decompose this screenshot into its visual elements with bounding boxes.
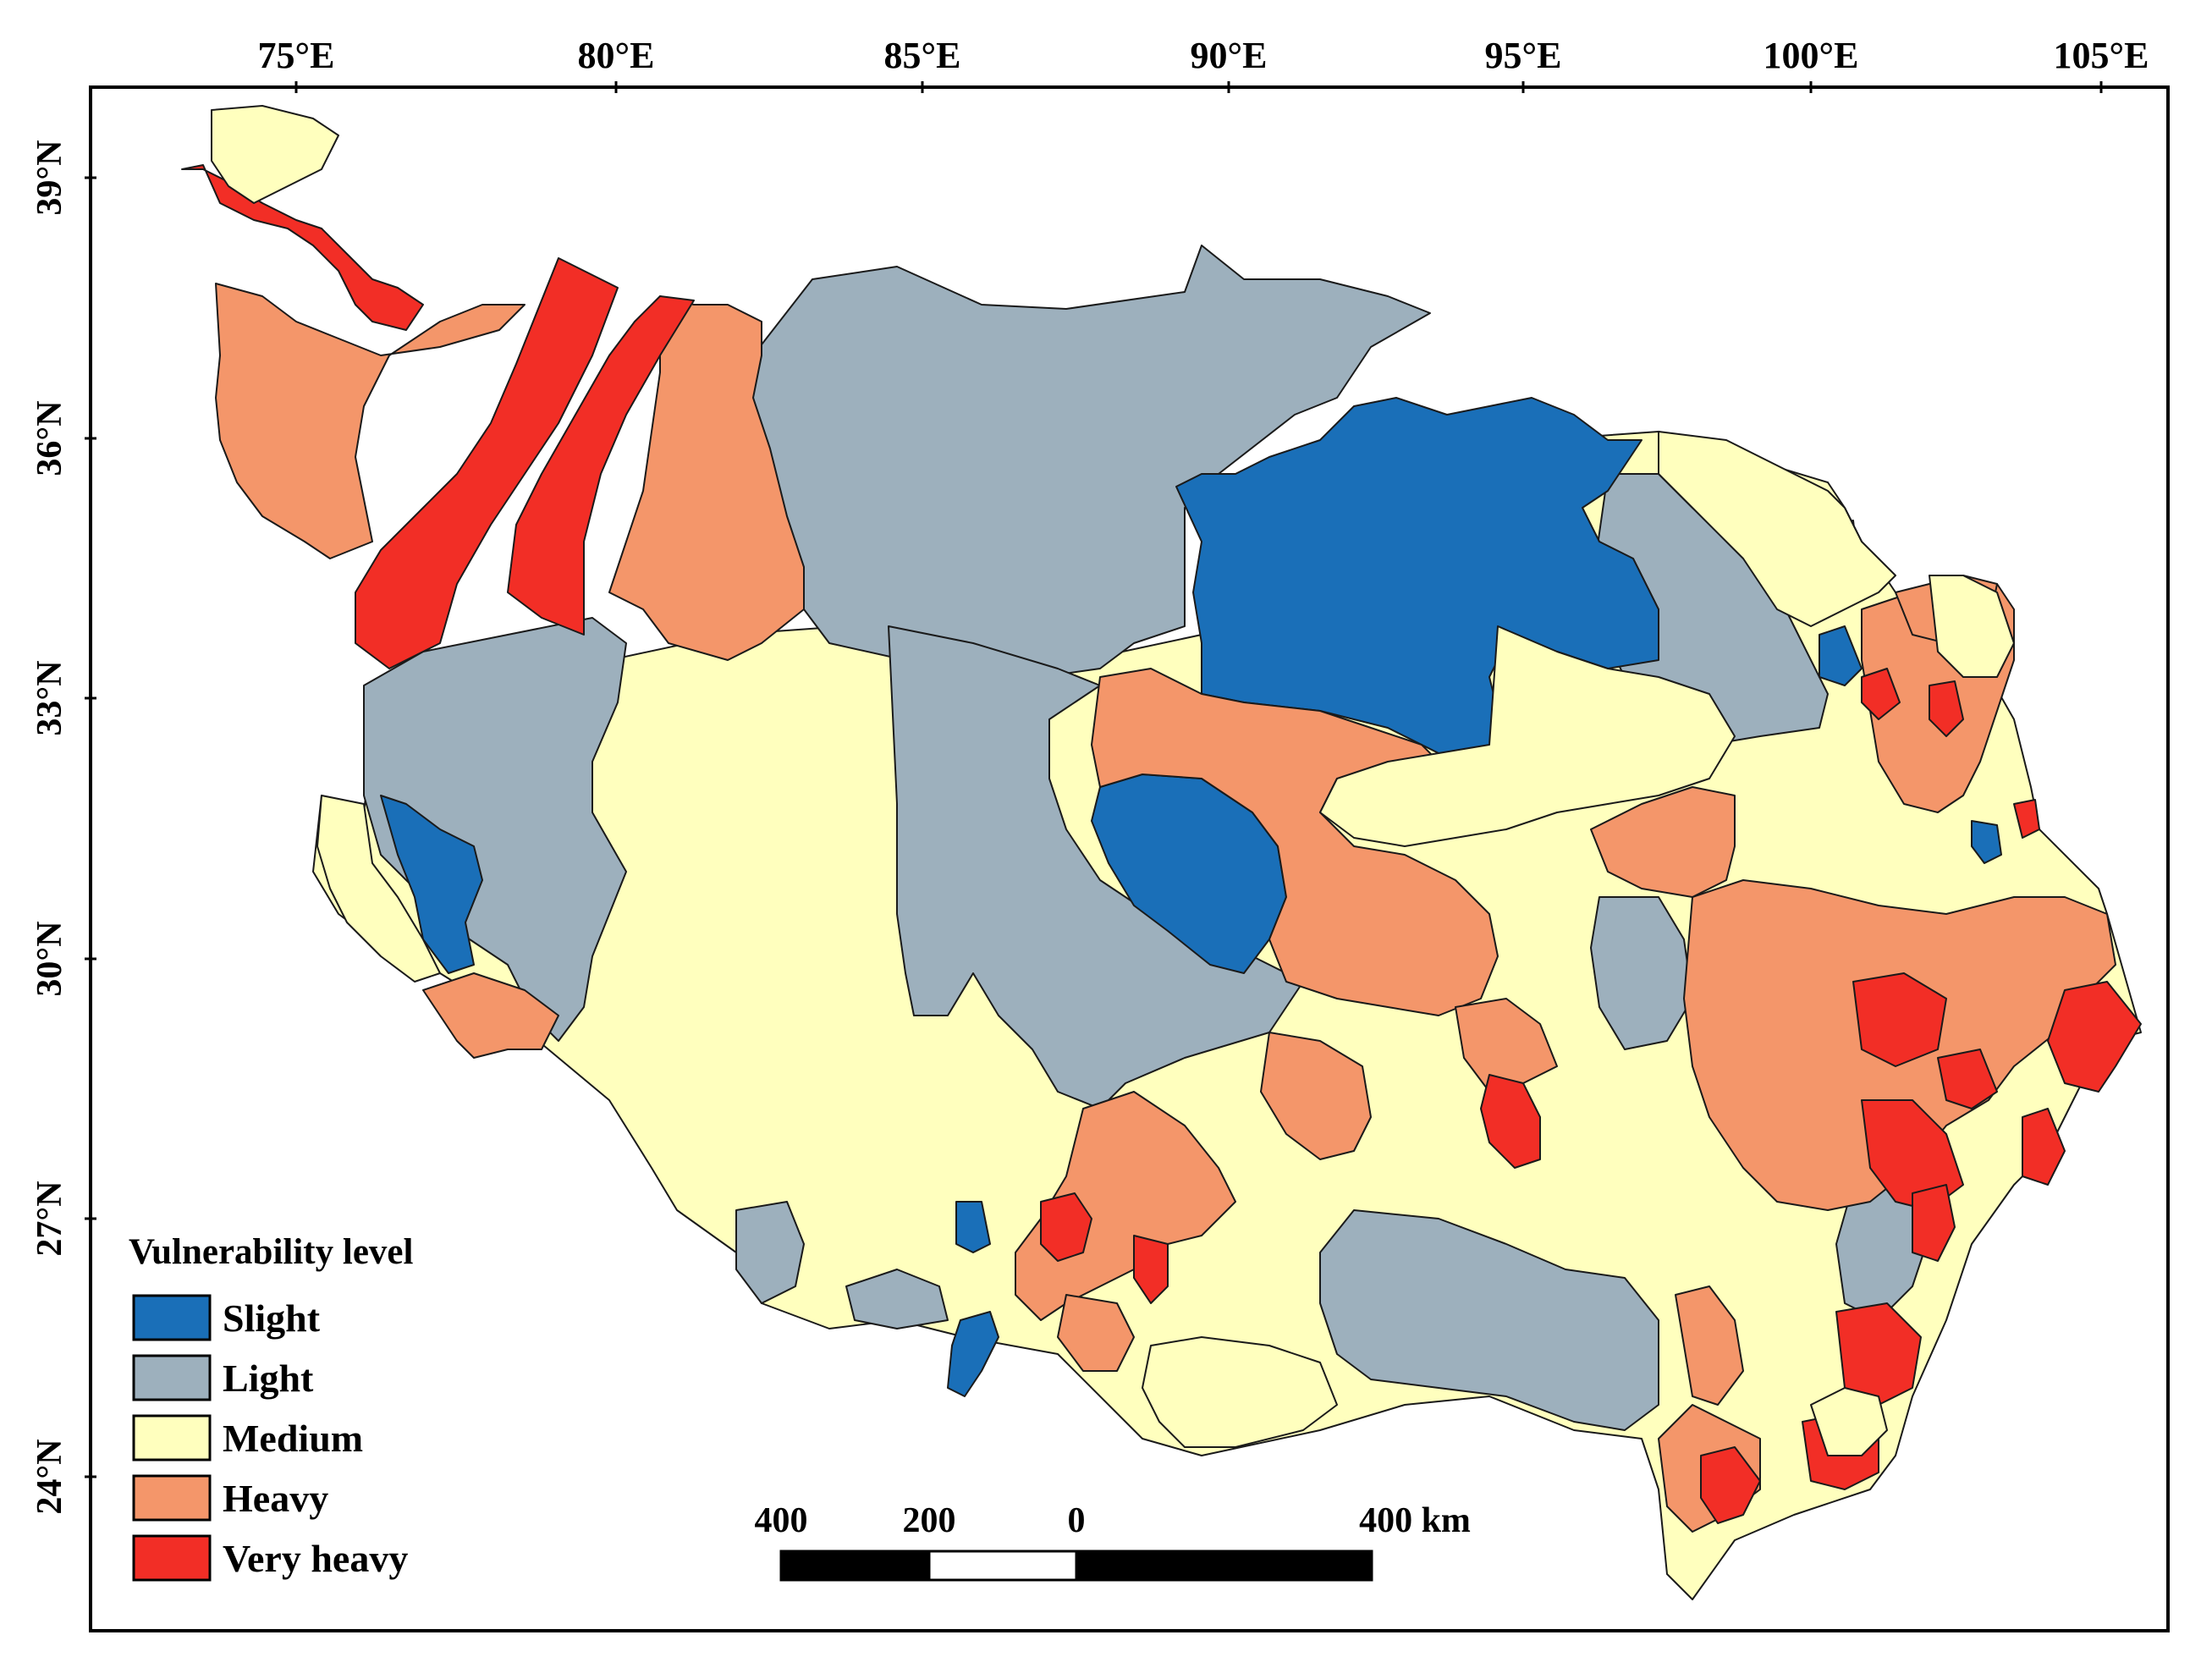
veryheavy-region-east-4 [2022,1108,2066,1186]
lat-tick-label: 33°N [30,660,69,735]
slight-region-south [955,1201,991,1253]
lat-tick-label: 39°N [30,140,69,215]
veryheavy-region-south-center [1480,1074,1541,1169]
veryheavy-region-northwest [181,164,424,331]
medium-region-west [316,795,441,983]
lon-tick-label: 85°E [884,35,961,76]
legend-swatch-slight [132,1294,212,1341]
legend-label-light: Light [223,1357,314,1400]
medium-region-north-center [1319,625,1736,847]
latitude-ticks: 39°N 36°N 33°N 30°N 27°N 24°N [30,140,96,1515]
legend-title: Vulnerability level [129,1232,413,1272]
medium-region-northeast [1658,431,1896,627]
lon-tick-label: 105°E [2054,35,2149,76]
lat-tick-label: 30°N [30,921,69,996]
heavy-region-south-2 [1057,1294,1135,1372]
light-region-central [888,625,1304,1109]
heavy-region-northwest [215,283,525,559]
map-regions [181,105,2142,1600]
light-region-south-2 [845,1269,949,1329]
veryheavy-region-southeast-3 [1700,1446,1761,1524]
light-region-south [735,1201,805,1304]
lat-tick-label: 24°N [30,1439,69,1514]
veryheavy-region-northeast-3 [1929,680,1964,737]
heavy-region-south-3 [1455,998,1558,1093]
legend-label-medium: Medium [223,1417,363,1460]
scale-label-200: 200 [903,1501,956,1540]
heavy-region-center [1091,668,1499,1016]
veryheavy-region-east-small [2013,799,2040,839]
lat-tick-label: 27°N [30,1181,69,1256]
lon-tick-label: 95°E [1485,35,1562,76]
heavy-region-north [608,295,805,661]
slight-region-east [1819,625,1863,686]
legend: Vulnerability level Slight Light Medium … [129,1232,413,1582]
heavy-region-south-center [1260,1032,1372,1160]
scale-segment-white [927,1550,1078,1582]
medium-region-northwest-tip [211,105,339,204]
lon-tick-label: 75°E [258,35,335,76]
heavy-region-east-mid [1590,786,1736,898]
veryheavy-region-north-1 [355,257,619,669]
veryheavy-region-northeast-2 [1861,668,1901,720]
heavy-region-south [1015,1091,1236,1321]
scale-label-0: 0 [1068,1501,1086,1540]
veryheavy-region-east-5 [1912,1184,1956,1262]
slight-region-west [380,795,483,974]
medium-region-east [1929,575,2015,678]
legend-label-slight: Slight [223,1296,321,1340]
veryheavy-region-east-6 [1937,1049,1998,1109]
veryheavy-region-north-2 [507,295,695,636]
legend-label-very-heavy: Very heavy [223,1537,408,1580]
medium-region-south [1142,1336,1338,1448]
heavy-region-west [422,972,559,1059]
light-region-north [752,245,1431,678]
veryheavy-region-east-1 [1852,972,1947,1067]
lon-tick-label: 80°E [578,35,655,76]
lon-tick-label: 100°E [1764,35,1859,76]
legend-swatch-very-heavy [132,1534,212,1582]
scale-bar: 400 200 0 400 km [755,1501,1471,1582]
lon-tick-label: 90°E [1191,35,1268,76]
lat-tick-label: 36°N [30,400,69,476]
veryheavy-region-east-2 [2047,981,2142,1093]
legend-label-heavy: Heavy [223,1477,328,1520]
scale-segment-black-2 [1075,1550,1373,1582]
scale-label-400: 400 [755,1501,808,1540]
longitude-ticks: 75°E 80°E 85°E 90°E 95°E 100°E 105°E [258,35,2149,93]
legend-swatch-heavy [132,1474,212,1522]
scale-label-400-km: 400 km [1359,1501,1471,1540]
medium-region-southeast [1810,1387,1888,1456]
light-region-southeast [1319,1209,1659,1431]
slight-region-south-2 [947,1311,999,1397]
legend-swatch-light [132,1354,212,1401]
light-region-mideast [1590,896,1693,1050]
veryheavy-region-south-2 [1133,1235,1169,1304]
veryheavy-region-south [1040,1192,1092,1262]
heavy-region-southeast-2 [1675,1285,1744,1406]
slight-region-east-2 [1971,820,2002,864]
scale-segment-black-1 [779,1550,931,1582]
legend-swatch-medium [132,1414,212,1462]
